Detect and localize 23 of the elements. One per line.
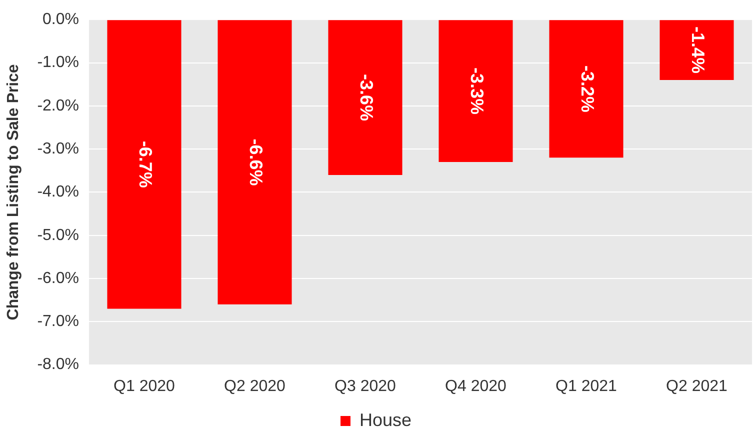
data-label: -1.4%	[688, 26, 708, 74]
y-axis-title: Change from Listing to Sale Price	[5, 64, 22, 320]
data-label: -3.3%	[466, 68, 487, 115]
x-tick-label: Q2 2021	[666, 378, 728, 395]
data-label: -6.7%	[135, 140, 156, 188]
x-tick-label: Q2 2020	[224, 378, 286, 395]
y-tick-label: -3.0%	[37, 140, 79, 158]
y-tick-label: -5.0%	[37, 226, 79, 244]
y-tick-label: -7.0%	[37, 313, 79, 330]
y-tick-label: -4.0%	[37, 184, 79, 201]
y-tick-label: -8.0%	[37, 356, 79, 374]
data-label: -3.6%	[356, 74, 376, 122]
y-tick-label: -1.0%	[37, 54, 79, 72]
x-tick-label: Q4 2020	[445, 378, 507, 395]
data-label: -6.6%	[246, 138, 266, 186]
x-tick-label: Q1 2020	[114, 378, 176, 395]
x-tick-label: Q1 2021	[556, 378, 618, 395]
x-tick-label: Q3 2020	[334, 378, 396, 395]
legend-label: House	[359, 410, 412, 430]
y-tick-label: -6.0%	[37, 270, 79, 287]
data-label: -3.2%	[577, 65, 598, 112]
y-tick-label: 0.0%	[42, 11, 79, 28]
y-tick-label: -2.0%	[37, 97, 79, 114]
